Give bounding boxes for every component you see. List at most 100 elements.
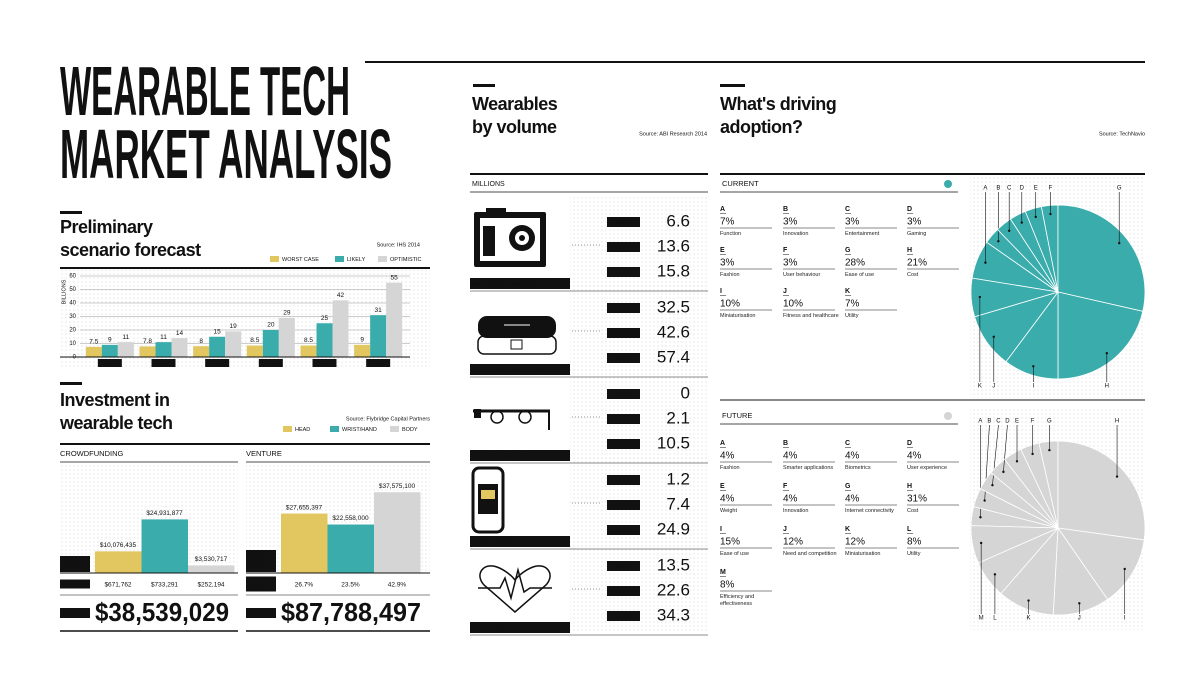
section-title: Investment in [60,390,170,410]
volume-value: 13.6 [657,236,690,255]
pie-letter: E [1015,419,1019,425]
volume-value: 42.6 [657,322,690,341]
y-tick-label: 40 [69,301,76,307]
year-label: 2014 [618,503,630,509]
legend-swatch [270,256,279,262]
driver-label: Innovation [783,508,809,514]
pie-slice [1057,291,1144,380]
leader-dot [1078,602,1081,605]
value-label: 9 [360,337,364,344]
x-tick-label: 2018 [373,361,384,367]
driver-letter: F [783,483,788,490]
bar [370,315,387,357]
leader-dot [992,335,995,338]
bar [171,338,188,357]
driver-label: Ease of use [720,551,750,557]
pie-slice [970,277,1059,318]
pie-letter: G [1047,419,1052,425]
row-label: % [248,578,253,584]
pie-letter: J [992,384,995,390]
driver-label: Innovation [783,231,809,237]
driver-value: 10% [783,299,803,310]
pie-letter: I [1032,384,1034,390]
bar [139,346,156,357]
year-box [607,611,640,621]
pie-letter: I [1124,616,1126,622]
year-box [607,303,640,313]
volume-value: 0 [681,383,690,402]
pie-letter: G [1117,186,1122,192]
year-box [607,414,640,424]
group-label-box [470,536,570,547]
section-mark [720,84,745,87]
x-tick-box [366,359,391,367]
bar [188,565,235,573]
volume-value: 15.8 [657,261,690,280]
row-label: VENTURE [248,550,271,556]
source: Source: Flybridge Capital Partners [346,416,430,422]
driver-label: Utility [907,551,921,557]
driver-value: 4% [845,451,860,462]
total-label-box [246,608,276,618]
year-label: 2014 [618,331,630,337]
section-title: Wearables [472,94,558,114]
pie-slice [1057,204,1146,312]
bar [281,513,328,573]
pie-letter: A [983,186,987,192]
driver-value: 28% [845,258,865,269]
leader-dot [1123,567,1126,571]
driver-letter: A [720,440,725,447]
section-title: What's driving [720,94,836,114]
row-label: MONEY [62,556,80,562]
value-label: 9 [108,337,112,344]
panel-title: FUTURE [722,411,752,420]
year-box [607,353,640,363]
glasses-lens [518,410,532,424]
pie-letter: H [1105,384,1109,390]
volume-value: 13.5 [657,555,690,574]
y-tick-label: 10 [69,341,76,347]
volume-value: 1.2 [666,469,690,488]
year-box [607,586,640,596]
driver-label: User experience [907,465,948,471]
year-label: 2014 [618,589,630,595]
pie-letter: J [1078,616,1081,622]
y-tick-label: 0 [73,355,77,361]
value-label: $37,575,100 [379,483,416,490]
pie-letter: B [987,419,991,425]
driver-value: 15% [720,537,740,548]
driver-value: 3% [783,258,798,269]
x-tick-label: 2017 [319,361,330,367]
bar [209,336,226,357]
tracker-band [477,335,557,355]
row-label-box [60,579,90,589]
driver-letter: C [845,440,850,447]
row-label-box [246,550,276,572]
y-tick-label: 60 [69,274,76,280]
pie-letter: B [996,186,1000,192]
section-title: wearable tech [59,413,173,433]
year-box [607,439,640,449]
leader-dot [1115,475,1119,478]
leader-dot [1027,599,1030,602]
value-label: 31 [375,307,383,314]
volume-value: 7.4 [666,494,690,513]
year-box [607,500,640,510]
row-label-box [60,556,90,572]
driver-label: Cost [907,272,919,278]
value-label: 7.8 [143,338,152,345]
year-box [607,389,640,399]
row-label: CAPITAL [248,556,268,562]
group-label-box [470,622,570,633]
bar [141,519,188,573]
bar [155,342,172,357]
volume-value: 57.4 [657,347,690,366]
value-label: 7.5 [89,339,98,346]
camera-icon [474,208,546,267]
heart [479,565,551,613]
driver-value: 3% [720,258,735,269]
group-label-box [470,278,570,289]
driver-letter: M [720,569,726,576]
leader-dot [978,295,982,299]
